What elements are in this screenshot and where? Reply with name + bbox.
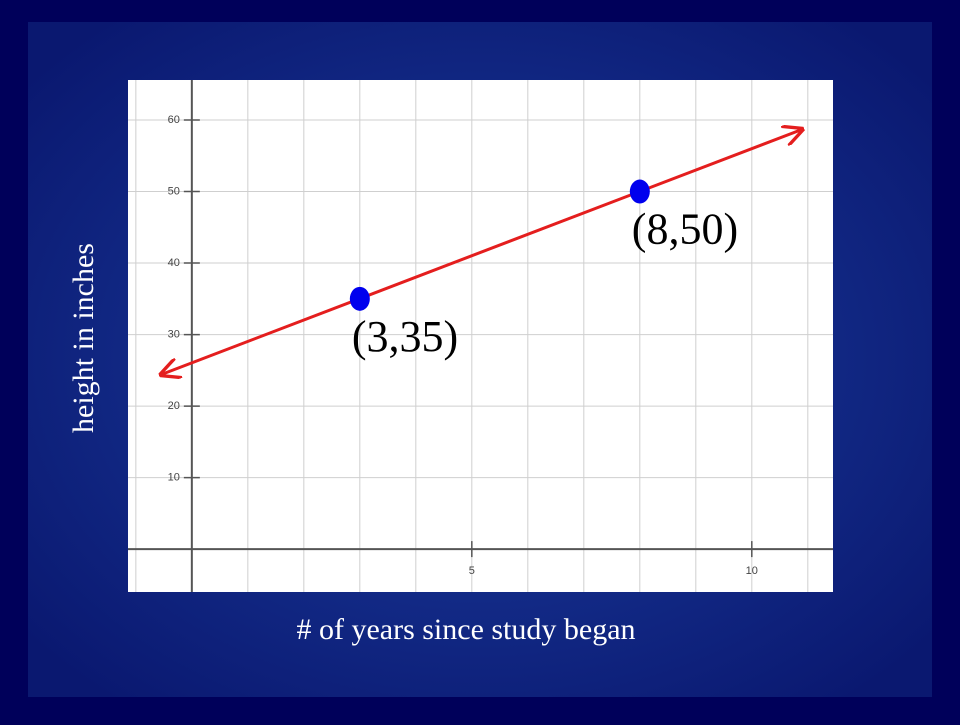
x-tick-label: 10 bbox=[746, 565, 758, 577]
y-axis-label: height in inches bbox=[67, 243, 100, 433]
x-axis-label: # of years since study began bbox=[296, 613, 635, 646]
trend-line bbox=[161, 129, 802, 374]
data-point bbox=[629, 179, 650, 204]
data-point bbox=[349, 286, 370, 311]
y-tick-label: 50 bbox=[168, 185, 180, 197]
y-tick-label: 60 bbox=[168, 114, 180, 126]
y-tick-label: 40 bbox=[168, 257, 180, 269]
point-annotation: (8,50) bbox=[632, 205, 738, 254]
y-tick-label: 10 bbox=[168, 471, 180, 483]
x-tick-label: 5 bbox=[469, 565, 475, 577]
marks: (3,35) (8,50) bbox=[161, 129, 802, 374]
y-tick-label: 20 bbox=[168, 400, 180, 412]
y-tick-label: 30 bbox=[168, 328, 180, 340]
point-annotation: (3,35) bbox=[352, 312, 458, 361]
